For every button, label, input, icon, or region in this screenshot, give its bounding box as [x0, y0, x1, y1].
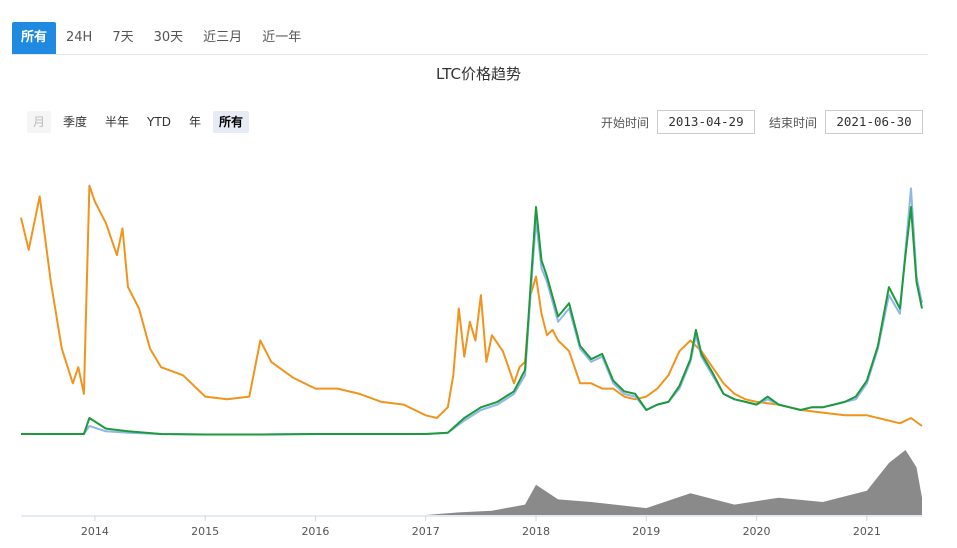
x-tick-label: 2015 — [191, 525, 219, 538]
orange-line-series — [20, 184, 923, 427]
x-tick-label: 2020 — [743, 525, 771, 538]
end-date-label: 结束时间 — [768, 115, 817, 130]
x-tick-label: 2014 — [81, 525, 109, 538]
range-button-half-year[interactable]: 半年 — [105, 115, 130, 129]
range-selector: 月 季度 半年 YTD 年 所有 — [27, 111, 249, 133]
date-range-inputs: 开始时间 2013-04-29 结束时间 2021-06-30 — [601, 110, 923, 134]
range-button-year[interactable]: 年 — [188, 115, 201, 129]
green-line-series — [21, 206, 923, 436]
tab-7d[interactable]: 7天 — [112, 30, 134, 45]
tab-1y[interactable]: 近一年 — [262, 30, 302, 45]
range-button-all[interactable]: 所有 — [212, 111, 249, 133]
chart-title: LTC价格趋势 — [435, 65, 522, 83]
start-date-label: 开始时间 — [600, 115, 649, 130]
tab-24h[interactable]: 24H — [66, 30, 93, 45]
x-tick-label: 2019 — [632, 525, 660, 538]
volume-layer — [21, 450, 922, 515]
price-chart[interactable]: 2014 2015 2016 2017 2018 2019 2020 2021 — [0, 150, 957, 548]
start-date-input[interactable]: 2013-04-29 — [656, 110, 755, 134]
x-tick-label: 2017 — [412, 525, 440, 538]
tab-all[interactable]: 所有 — [12, 22, 57, 54]
time-range-tabs: 所有 24H 7天 30天 近三月 近一年 — [12, 22, 928, 55]
lines-layer — [20, 184, 923, 436]
range-button-month[interactable]: 月 — [27, 111, 52, 133]
light-blue-line-series — [21, 187, 923, 436]
tab-30d[interactable]: 30天 — [153, 30, 184, 45]
volume-area — [21, 450, 922, 515]
range-button-ytd[interactable]: YTD — [147, 115, 171, 129]
tab-3m[interactable]: 近三月 — [203, 30, 243, 45]
x-tick-label: 2018 — [522, 525, 550, 538]
end-date-input[interactable]: 2021-06-30 — [825, 110, 923, 134]
x-tick-label: 2021 — [853, 525, 881, 538]
range-button-quarter[interactable]: 季度 — [63, 115, 88, 129]
x-axis-ticks: 2014 2015 2016 2017 2018 2019 2020 2021 — [81, 516, 881, 538]
x-tick-label: 2016 — [301, 525, 329, 538]
